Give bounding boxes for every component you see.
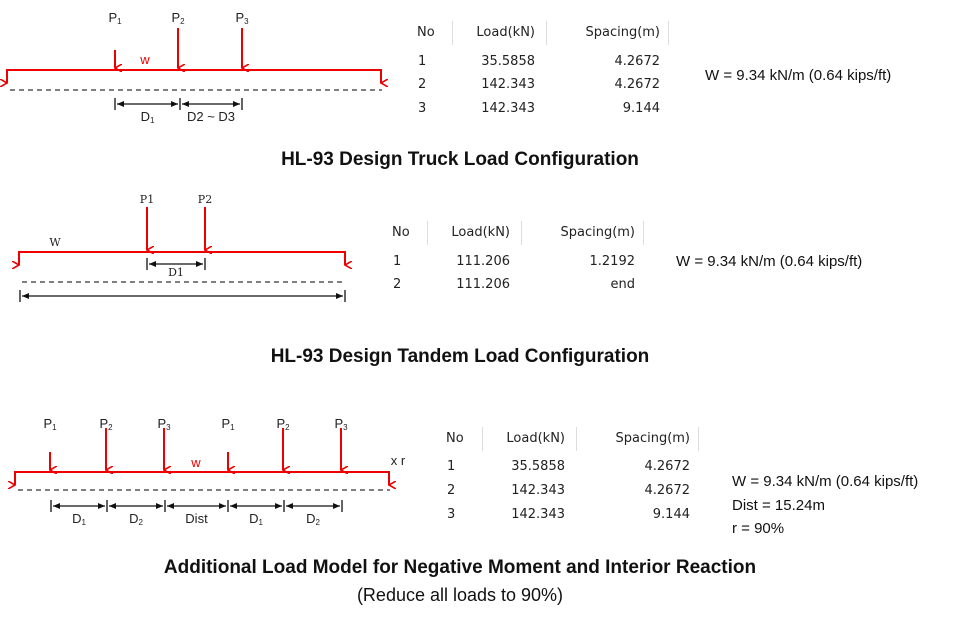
load-label: P2: [198, 193, 212, 206]
header-no: No: [392, 225, 410, 240]
beam-load-line: [19, 251, 345, 265]
header-no: No: [446, 431, 464, 446]
header-spacing: Spacing(m): [560, 225, 635, 240]
column-divider: [521, 221, 522, 245]
cell: 35.5858: [511, 459, 565, 474]
cell: 1: [447, 459, 456, 474]
load-label: P3: [334, 416, 348, 432]
cell: 3: [447, 507, 456, 522]
beam-load-line: [7, 69, 381, 83]
additional-note-dist: Dist = 15.24m: [732, 497, 825, 514]
beam-load-line: [15, 471, 389, 485]
additional-note-r: r = 90%: [732, 520, 785, 537]
truck-note: W = 9.34 kN/m (0.64 kips/ft): [705, 67, 892, 84]
dimension-label: D1: [72, 511, 86, 527]
cell: 4.2672: [614, 54, 661, 69]
cell: 35.5858: [481, 54, 535, 69]
dimension-label: Dist: [185, 511, 208, 526]
column-divider: [427, 221, 428, 245]
dimension-label: D2: [306, 511, 320, 527]
cell: 1: [393, 254, 402, 269]
header-load: Load(kN): [506, 431, 565, 446]
cell: 142.343: [511, 507, 565, 522]
load-label: P2: [171, 10, 185, 26]
truck-caption: HL-93 Design Truck Load Configuration: [281, 149, 639, 170]
cell: 2: [393, 277, 402, 292]
distributed-load-label: W: [49, 236, 61, 249]
cell: 9.144: [652, 507, 690, 522]
tandem-note: W = 9.34 kN/m (0.64 kips/ft): [676, 253, 863, 270]
column-divider: [576, 427, 577, 451]
load-label: P3: [235, 10, 249, 26]
cell: end: [610, 277, 636, 292]
distributed-load-label: w: [139, 52, 150, 67]
load-label: P2: [276, 416, 290, 432]
column-divider: [698, 427, 699, 451]
cell: 142.343: [481, 77, 535, 92]
cell: 4.2672: [644, 483, 691, 498]
load-label: P1: [221, 416, 235, 432]
cell: 2: [447, 483, 456, 498]
distributed-load-label: w: [190, 455, 201, 470]
column-divider: [452, 21, 453, 45]
dimension-label: D2 ~ D3: [187, 109, 235, 124]
cell: 1.2192: [589, 254, 636, 269]
cell: 1: [418, 54, 427, 69]
header-spacing: Spacing(m): [615, 431, 690, 446]
dimension-label: D1: [168, 266, 184, 279]
column-divider: [482, 427, 483, 451]
load-label: P3: [157, 416, 171, 432]
cell: 4.2672: [614, 77, 661, 92]
header-load: Load(kN): [451, 225, 510, 240]
truck-diagram: P1 P2 P3 w D1 D2 ~ D3: [7, 10, 382, 125]
load-label: P1: [43, 416, 57, 432]
cell: 4.2672: [644, 459, 691, 474]
dimension-label: D1: [141, 109, 155, 125]
additional-caption: Additional Load Model for Negative Momen…: [163, 557, 757, 578]
cell: 111.206: [456, 254, 510, 269]
column-divider: [546, 21, 547, 45]
load-label: P1: [108, 10, 122, 26]
dimension-label: D1: [249, 511, 263, 527]
cell: 3: [418, 101, 427, 116]
additional-diagram: P1 P2 P3 P1 P2 P3 w x r D1 D2 Dist D1 D2: [15, 416, 406, 527]
load-label: P1: [140, 193, 154, 206]
tandem-diagram: P1 P2 W D1: [19, 193, 346, 302]
cell: 2: [418, 77, 427, 92]
load-label: P2: [99, 416, 113, 432]
header-no: No: [417, 25, 435, 40]
reduction-factor-label: x r: [391, 453, 406, 468]
column-divider: [643, 221, 644, 245]
cell: 142.343: [511, 483, 565, 498]
header-spacing: Spacing(m): [585, 25, 660, 40]
header-load: Load(kN): [476, 25, 535, 40]
column-divider: [668, 21, 669, 45]
cell: 142.343: [481, 101, 535, 116]
cell: 111.206: [456, 277, 510, 292]
cell: 9.144: [622, 101, 660, 116]
tandem-caption: HL-93 Design Tandem Load Configuration: [270, 346, 650, 367]
additional-subcaption: (Reduce all loads to 90%): [356, 585, 564, 605]
additional-note-w: W = 9.34 kN/m (0.64 kips/ft): [732, 473, 919, 490]
dimension-label: D2: [129, 511, 143, 527]
